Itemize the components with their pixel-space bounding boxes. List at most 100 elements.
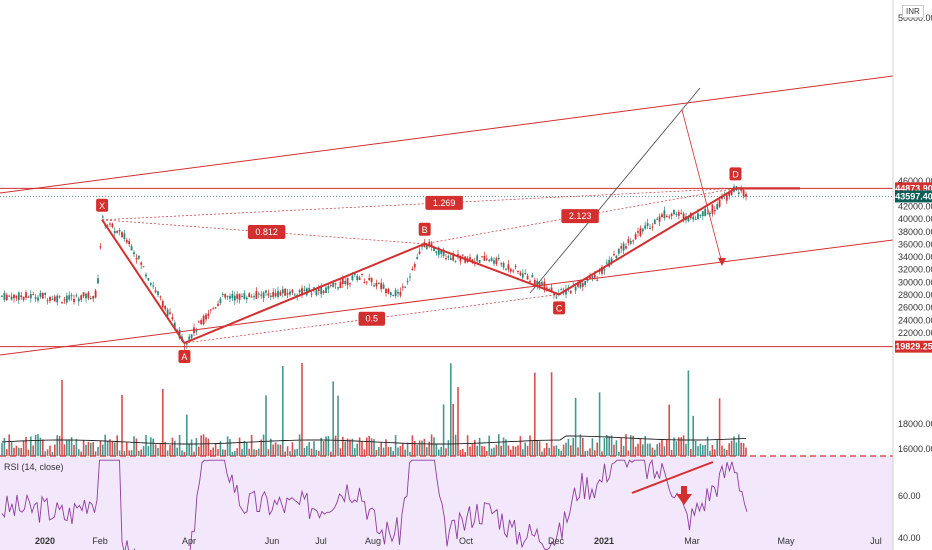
volume-average-line — [1, 435, 747, 445]
candle-body — [497, 257, 500, 260]
volume-bar — [440, 446, 442, 456]
ratio-label: 2.123 — [569, 211, 592, 221]
volume-bar — [6, 449, 8, 456]
volume-bar — [541, 451, 543, 456]
candle-body — [27, 296, 30, 298]
volume-bar — [673, 437, 675, 456]
candle-body — [358, 277, 361, 280]
candle-body — [543, 281, 546, 291]
ratio-label: 1.269 — [433, 198, 456, 208]
volume-bar — [210, 449, 212, 456]
price-axis-tick: 46000.00 — [898, 176, 932, 186]
volume-bar — [608, 436, 610, 456]
volume-bar — [392, 450, 394, 456]
candle-body — [411, 268, 414, 270]
volume-bar — [303, 447, 306, 456]
time-axis-label: Aug — [365, 536, 381, 546]
candle-body — [389, 292, 392, 296]
volume-bar — [495, 444, 498, 456]
volume-bar — [231, 451, 234, 456]
volume-bar — [13, 447, 15, 456]
currency-badge[interactable]: INR — [902, 5, 924, 18]
volume-bar — [49, 445, 51, 456]
candle-body — [207, 313, 210, 316]
price-axis-tick-top: 50000.00 — [898, 13, 932, 23]
point-label: D — [732, 169, 739, 179]
candle-body — [675, 213, 678, 215]
volume-bar — [298, 434, 301, 456]
volume-bar — [37, 434, 39, 456]
rsi-line — [1, 458, 748, 550]
candle-body — [651, 226, 654, 228]
volume-bar — [726, 449, 728, 456]
volume-bar — [178, 434, 181, 456]
candle-body — [87, 292, 90, 299]
candle-body — [142, 266, 145, 268]
candle-body — [644, 225, 647, 229]
candle-body — [697, 213, 699, 219]
volume-bar — [222, 449, 224, 456]
candle-body — [113, 230, 116, 234]
volume-bar — [627, 450, 630, 456]
projection-line — [681, 109, 723, 264]
candle-body — [205, 314, 207, 320]
candle-body — [502, 262, 505, 268]
volume-bar — [270, 438, 272, 456]
candle-body — [577, 283, 579, 287]
volume-bar — [56, 435, 58, 456]
candle-body — [524, 272, 527, 274]
volume-bar — [306, 446, 308, 456]
candle-body — [560, 289, 563, 291]
volume-bar — [92, 442, 94, 456]
volume-bar — [483, 446, 486, 456]
volume-bar — [236, 448, 238, 456]
candle-body — [425, 243, 428, 249]
volume-bar — [186, 414, 188, 456]
volume-bar — [313, 441, 315, 456]
candle-body — [394, 290, 397, 296]
volume-bar — [30, 436, 32, 456]
volume-bar — [284, 451, 286, 456]
volume-bar — [145, 435, 147, 456]
candle-body — [121, 232, 123, 238]
ratio-label: 0.5 — [366, 314, 379, 324]
candle-body — [377, 282, 380, 284]
candle-body — [387, 289, 390, 294]
time-axis-label: Feb — [92, 536, 108, 546]
volume-bar — [234, 450, 236, 456]
candle-body — [737, 192, 740, 194]
candle-body — [161, 301, 164, 308]
volume-bar — [702, 445, 704, 456]
time-axis-label: Jul — [315, 536, 327, 546]
volume-bar — [291, 442, 294, 456]
volume-bar — [99, 440, 102, 456]
candle-body — [541, 282, 543, 285]
point-badge-b: B — [418, 222, 431, 236]
volume-bar — [505, 439, 507, 456]
candle-body — [243, 293, 246, 300]
candle-body — [553, 293, 555, 296]
time-axis-label: Dec — [548, 536, 565, 546]
candle-body — [382, 284, 385, 289]
volume-bar — [123, 451, 126, 456]
candle-body — [639, 228, 642, 237]
candle-body — [670, 213, 673, 217]
candle-body — [260, 294, 263, 296]
price-axis-tick: 34000.00 — [898, 252, 932, 262]
candle-body — [152, 285, 155, 287]
volume-bar — [27, 449, 30, 456]
volume-bar — [330, 451, 332, 456]
volume-bar — [255, 449, 258, 456]
candle-body — [58, 296, 61, 298]
candle-body — [517, 270, 519, 272]
volume-bar — [517, 445, 519, 456]
candle-body — [634, 234, 637, 240]
volume-bar — [344, 441, 346, 456]
candle-body — [229, 296, 231, 299]
volume-bar — [565, 442, 567, 456]
candle-body — [22, 296, 25, 300]
candle-body — [507, 264, 510, 270]
candle-body — [109, 223, 111, 225]
time-axis-label: May — [777, 536, 795, 546]
